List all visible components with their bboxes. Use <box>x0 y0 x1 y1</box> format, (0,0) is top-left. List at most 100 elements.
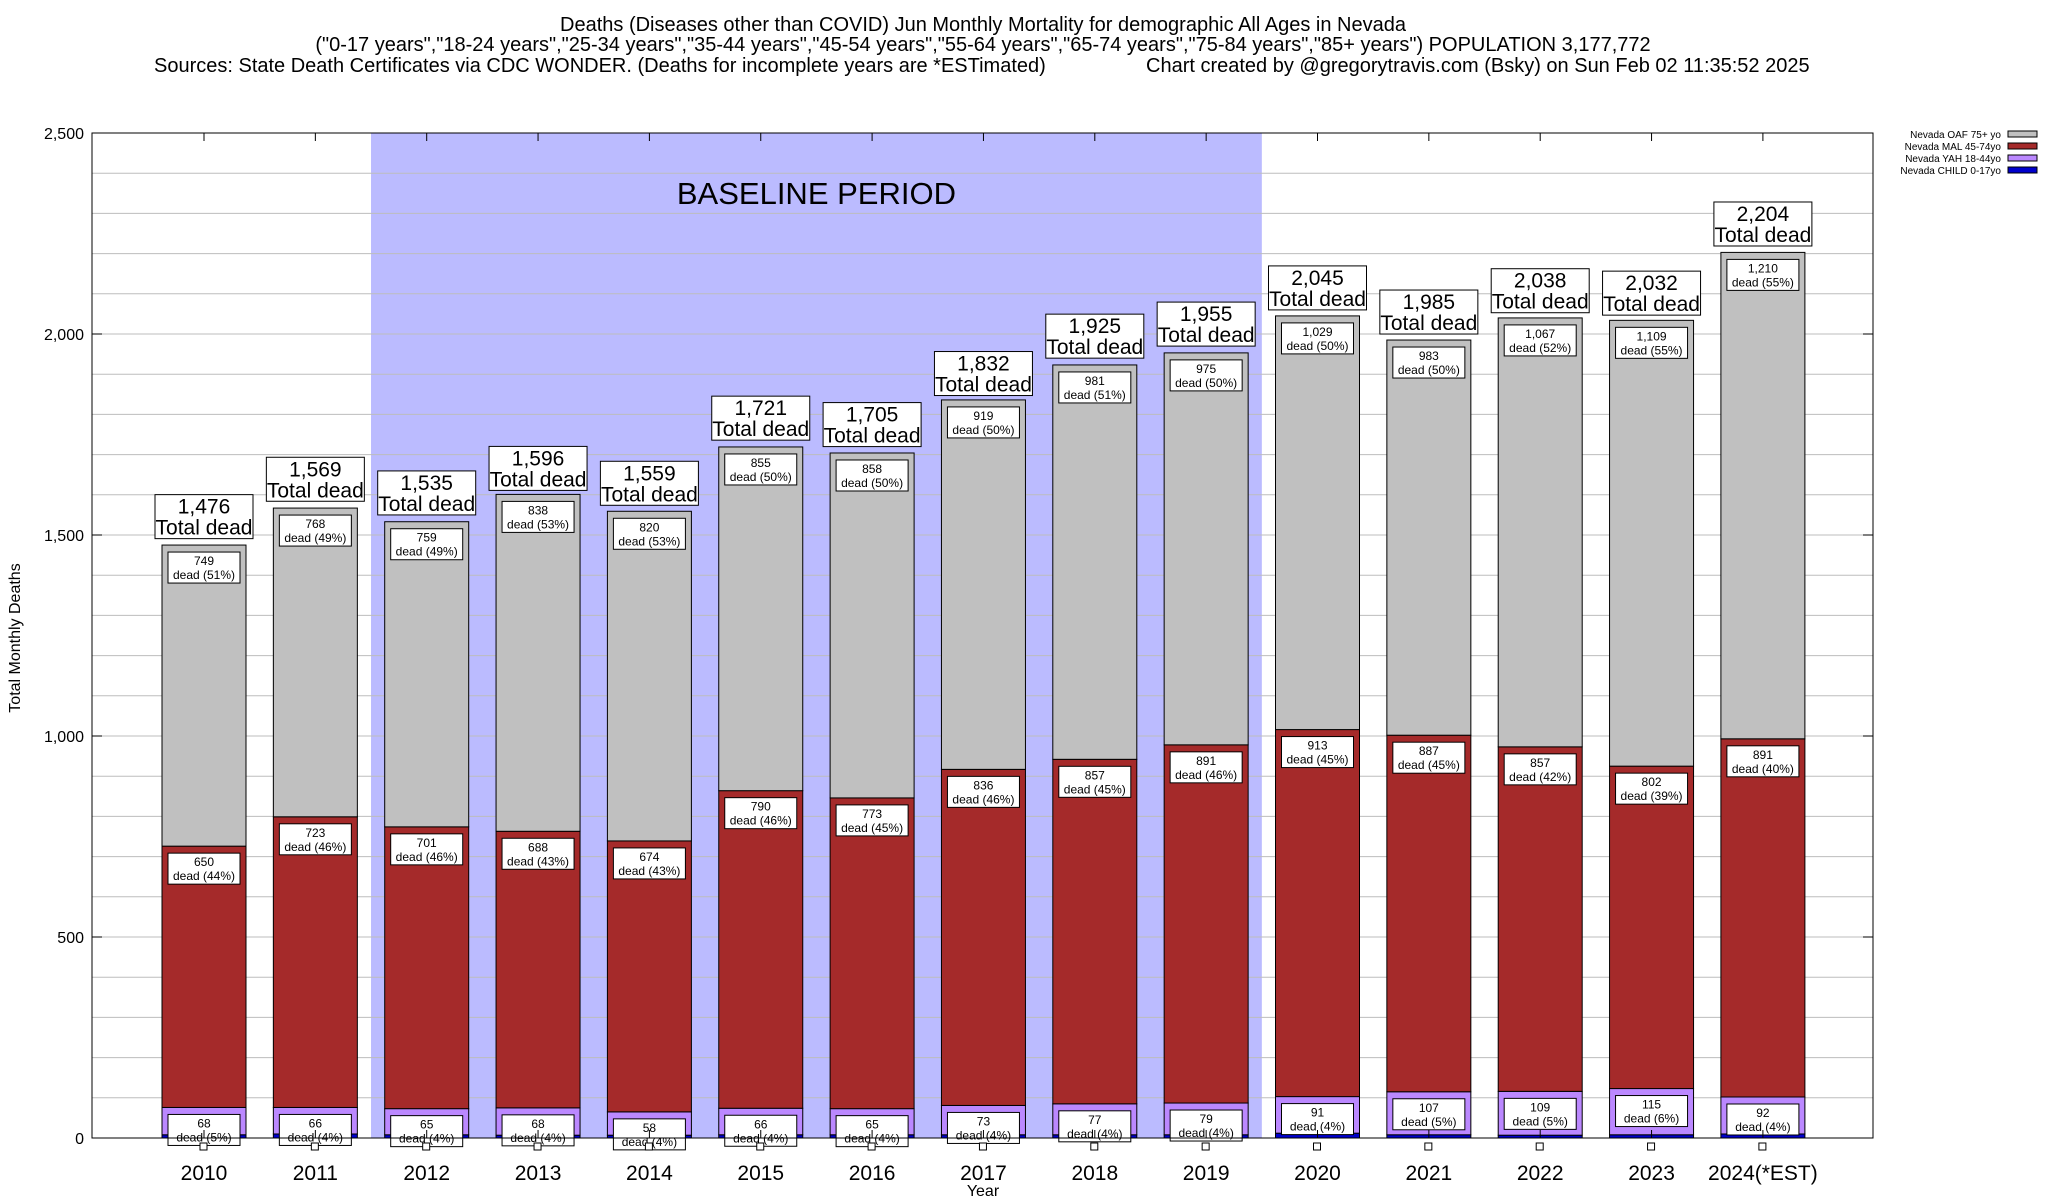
total-label-box <box>822 402 922 448</box>
segment-label-box <box>1503 1097 1577 1130</box>
segment-value-label: 891 <box>1196 754 1216 768</box>
segment-value-label: 109 <box>1530 1100 1550 1114</box>
x-tick-label: 2023 <box>1628 1162 1675 1185</box>
segment-percent-label: dead (45%) <box>1398 758 1460 772</box>
segment-label-box <box>835 459 909 492</box>
total-value-label: 1,596 <box>512 447 565 470</box>
segment-label-box <box>1503 324 1577 357</box>
total-value-label: 1,569 <box>289 458 342 481</box>
segment-value-label: 773 <box>862 807 882 821</box>
child-marker <box>867 1142 876 1151</box>
total-label-box <box>1379 289 1479 335</box>
segment-value-label: 92 <box>1756 1106 1770 1120</box>
bar-segment <box>161 845 247 1108</box>
segment-value-label: 1,109 <box>1637 329 1667 343</box>
segment-value-label: 66 <box>754 1117 768 1131</box>
segment-label-box <box>1169 751 1243 784</box>
chart-title-line-2: ("0-17 years","18-24 years","25-34 years… <box>315 34 1650 56</box>
segment-percent-label: dead (49%) <box>284 531 346 545</box>
total-label-box <box>1602 270 1702 316</box>
x-tick-label: 2022 <box>1517 1162 1564 1185</box>
total-suffix-label: Total dead <box>935 374 1032 397</box>
segment-percent-label: dead (51%) <box>1064 388 1126 402</box>
segment-percent-label: dead (55%) <box>1732 275 1794 289</box>
x-tick-label: 2012 <box>403 1162 450 1185</box>
bar-segment <box>718 446 804 792</box>
segment-value-label: 77 <box>1088 1113 1102 1127</box>
segment-label-box <box>1726 258 1800 291</box>
bar-segment <box>1163 352 1249 746</box>
segment-label-box <box>501 837 575 870</box>
child-marker <box>1201 1142 1210 1151</box>
segment-value-label: 107 <box>1419 1101 1439 1115</box>
segment-percent-label: dead (43%) <box>618 864 680 878</box>
segment-label-box <box>390 528 464 561</box>
child-marker <box>1090 1142 1099 1151</box>
segment-value-label: 650 <box>194 855 214 869</box>
segment-value-label: 981 <box>1085 374 1105 388</box>
child-marker <box>1535 1142 1544 1151</box>
segment-value-label: 887 <box>1419 744 1439 758</box>
segment-percent-label: dead (46%) <box>952 792 1014 806</box>
segment-value-label: 723 <box>305 826 325 840</box>
segment-percent-label: dead (50%) <box>730 470 792 484</box>
segment-label-box <box>1615 772 1689 805</box>
total-value-label: 1,476 <box>178 496 231 519</box>
segment-percent-label: dead (46%) <box>1175 768 1237 782</box>
segment-label-box <box>724 797 798 830</box>
bar-segment <box>1052 758 1138 1105</box>
segment-value-label: 857 <box>1530 756 1550 770</box>
x-tick-label: 2016 <box>849 1162 896 1185</box>
x-tick-label: 2015 <box>737 1162 784 1185</box>
bar-segment <box>1386 734 1472 1093</box>
segment-percent-label: dead (52%) <box>1509 341 1571 355</box>
legend-swatch <box>2007 142 2038 150</box>
segment-value-label: 975 <box>1196 362 1216 376</box>
segment-percent-label: dead (45%) <box>1064 782 1126 796</box>
total-value-label: 2,038 <box>1514 270 1567 293</box>
segment-value-label: 1,029 <box>1302 325 1332 339</box>
segment-value-label: 913 <box>1307 739 1327 753</box>
segment-label-box <box>1392 346 1466 379</box>
segment-value-label: 768 <box>305 517 325 531</box>
segment-percent-label: dead (50%) <box>952 423 1014 437</box>
segment-percent-label: dead (44%) <box>173 869 235 883</box>
total-suffix-label: Total dead <box>1046 336 1143 359</box>
segment-value-label: 91 <box>1311 1106 1325 1120</box>
total-suffix-label: Total dead <box>156 517 253 540</box>
child-marker <box>1647 1142 1656 1151</box>
segment-percent-label: dead (45%) <box>1286 753 1348 767</box>
legend-swatch <box>2007 154 2038 162</box>
segment-value-label: 66 <box>309 1116 323 1130</box>
axes: 0 500 1,000 1,500 2,000 2,500 2010 2011 2012 2013… <box>44 126 1874 1185</box>
segment-value-label: 919 <box>973 409 993 423</box>
segment-value-label: 115 <box>1642 1098 1661 1112</box>
bar-segment <box>940 399 1026 770</box>
segment-label-box <box>612 847 686 880</box>
x-tick-label: 2014 <box>626 1162 673 1185</box>
child-marker <box>199 1142 208 1151</box>
x-tick-label: 2017 <box>960 1162 1007 1185</box>
segment-value-label: 701 <box>417 836 437 850</box>
chart-title-line-1: Deaths (Diseases other than COVID) Jun M… <box>560 14 1407 36</box>
bar-segment <box>940 768 1026 1106</box>
segment-percent-label: dead (50%) <box>1398 363 1460 377</box>
bar-segment <box>829 452 915 799</box>
bar-segment <box>272 507 358 818</box>
segment-label-box <box>278 1113 352 1146</box>
bar-segment <box>1052 364 1138 760</box>
segment-percent-label: dead (5%) <box>1401 1115 1456 1129</box>
total-suffix-label: Total dead <box>378 493 475 516</box>
segment-label-box <box>724 453 798 486</box>
segment-value-label: 891 <box>1753 748 1773 762</box>
total-label-box <box>1156 301 1256 347</box>
y-tick-label: 1,500 <box>44 528 84 545</box>
segment-label-box <box>1615 1095 1689 1128</box>
total-value-label: 1,955 <box>1180 303 1233 326</box>
segment-value-label: 836 <box>973 778 993 792</box>
segment-label-box <box>946 775 1020 808</box>
segment-percent-label: dead (49%) <box>396 545 458 559</box>
total-label-box <box>377 470 477 516</box>
x-tick-label: 2020 <box>1294 1162 1341 1185</box>
